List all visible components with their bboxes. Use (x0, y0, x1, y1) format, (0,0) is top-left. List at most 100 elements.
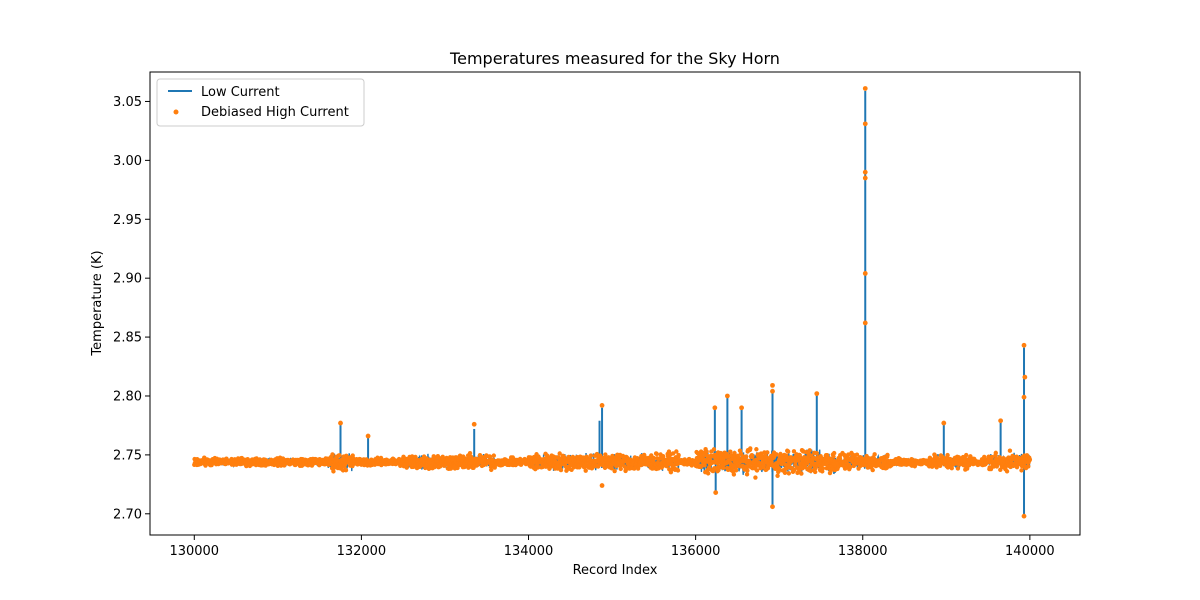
scatter-point-outlier (739, 405, 744, 411)
scatter-point (797, 452, 802, 458)
scatter-point-outlier (599, 403, 605, 408)
scatter-point (588, 453, 594, 458)
scatter-point-outlier (338, 420, 343, 426)
scatter-point-outlier (365, 433, 371, 439)
y-tick-label: 2.95 (113, 213, 142, 228)
legend-box (156, 78, 365, 127)
legend-swatch-debiased-high-current (173, 109, 179, 115)
scatter-point-outlier (862, 121, 868, 127)
scatter-point-outlier (770, 388, 775, 394)
scatter-point-outlier (814, 391, 820, 397)
scatter-point (854, 452, 860, 457)
scatter-point (765, 450, 770, 455)
scatter-point (489, 467, 494, 473)
scatter-point (831, 450, 837, 456)
scatter-point (603, 452, 608, 457)
scatter-point (612, 468, 617, 474)
scatter-point (848, 464, 853, 470)
x-tick-label: 138000 (838, 544, 888, 559)
scatter-point (731, 472, 737, 477)
x-tick-label: 134000 (504, 544, 554, 559)
scatter-point-outlier (599, 483, 605, 488)
legend-label-debiased-high-current: Debiased High Current (201, 105, 349, 120)
scatter-point-outlier (770, 382, 775, 388)
scatter-point (799, 471, 804, 476)
scatter-point (795, 457, 801, 463)
scatter-point (1019, 468, 1024, 473)
x-tick-label: 136000 (671, 544, 721, 559)
scatter-point (660, 454, 666, 459)
scatter-point (791, 449, 797, 454)
scatter-point-outlier (770, 504, 775, 510)
scatter-point (807, 448, 812, 453)
scatter-point (945, 452, 950, 458)
scatter-point-outlier (1021, 513, 1027, 519)
scatter-point (748, 446, 753, 451)
scatter-point (721, 465, 726, 471)
scatter-point (1027, 457, 1033, 462)
scatter-point (404, 465, 409, 470)
scatter-point (557, 451, 562, 456)
scatter-point (964, 452, 969, 458)
scatter-point (754, 447, 759, 452)
scatter-point (934, 465, 939, 470)
y-axis: 2.70 2.75 2.80 2.85 2.90 2.95 3.00 3.05 (113, 95, 150, 522)
series-layer (192, 86, 1033, 519)
scatter-point (675, 468, 681, 473)
scatter-point (745, 468, 750, 473)
scatter-point (989, 454, 995, 460)
scatter-point (732, 450, 737, 456)
scatter-point (331, 469, 336, 474)
scatter-point-outlier (724, 393, 730, 399)
scatter-point (754, 468, 760, 473)
scatter-point (1026, 464, 1031, 469)
scatter-point (343, 468, 349, 473)
y-tick-label: 3.00 (113, 154, 142, 169)
scatter-point (618, 466, 623, 472)
scatter-point (487, 454, 493, 459)
scatter-point (870, 467, 875, 473)
scatter-point (814, 451, 819, 456)
scatter-point-outlier (1021, 342, 1027, 348)
scatter-point (711, 447, 717, 452)
scatter-point (968, 454, 973, 459)
scatter-point-outlier (862, 271, 868, 276)
scatter-point (337, 453, 342, 458)
scatter-point (782, 470, 788, 475)
scatter-point (965, 466, 970, 471)
scatter-point (885, 452, 890, 458)
scatter-point (596, 464, 601, 469)
scatter-point (872, 452, 877, 457)
scatter-point (705, 471, 711, 476)
scatter-point-outlier (862, 169, 868, 175)
scatter-point (674, 449, 679, 454)
scatter-point (491, 453, 497, 458)
scatter-point (775, 473, 780, 478)
scatter-point (706, 465, 712, 470)
scatter-point-outlier (941, 420, 947, 426)
scatter-point-outlier (713, 490, 719, 495)
scatter-point (750, 454, 755, 460)
x-tick-label: 140000 (1005, 544, 1055, 559)
scatter-point (704, 449, 709, 454)
scatter-point (467, 450, 473, 456)
scatter-point (785, 449, 791, 454)
scatter-point (820, 466, 826, 471)
scatter-point (774, 452, 779, 457)
scatter-point-outlier (1021, 394, 1027, 400)
scatter-point (812, 469, 818, 475)
scatter-point (654, 451, 659, 457)
y-tick-label: 2.85 (113, 331, 142, 346)
chart-title: Temperatures measured for the Sky Horn (449, 49, 780, 68)
scatter-point-outlier (712, 405, 718, 411)
scatter-point-outlier (862, 320, 868, 326)
scatter-point (651, 455, 656, 461)
scatter-point-outlier (471, 421, 477, 427)
scatter-point (733, 468, 739, 473)
scatter-point (330, 452, 335, 457)
y-tick-label: 2.70 (113, 507, 142, 522)
scatter-point-outlier (862, 175, 868, 181)
scatter-point (955, 466, 961, 471)
scatter-point (609, 466, 614, 471)
